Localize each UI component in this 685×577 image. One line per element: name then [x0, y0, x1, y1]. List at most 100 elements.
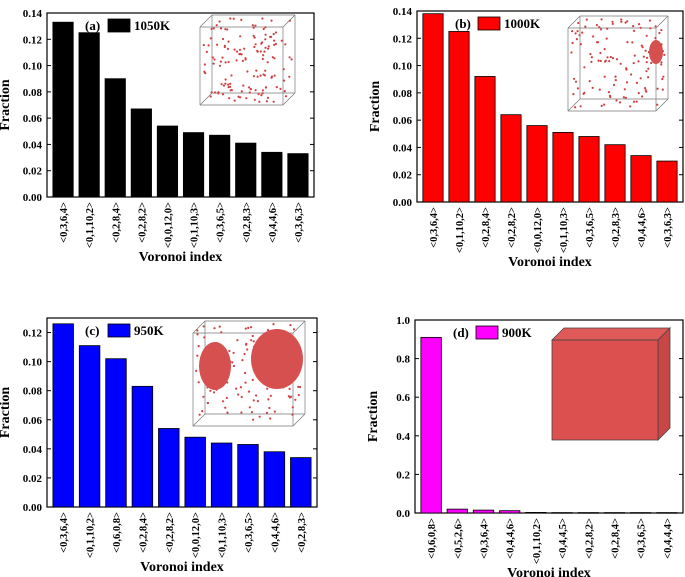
atom: [215, 24, 218, 27]
bar: [104, 78, 126, 198]
bar: [525, 512, 547, 514]
atom: [631, 41, 634, 44]
atom: [196, 329, 199, 332]
atom: [260, 94, 263, 97]
bar: [287, 153, 309, 198]
atom-cluster: [251, 329, 303, 389]
y-tick-label: 0.14: [393, 6, 413, 18]
atom: [197, 381, 200, 384]
bar: [158, 428, 180, 508]
atom: [198, 413, 201, 416]
legend-label: 950K: [134, 323, 165, 338]
bar: [603, 512, 626, 514]
bar: [448, 31, 470, 203]
atom: [262, 27, 265, 31]
atom: [252, 340, 255, 343]
atom: [265, 100, 268, 103]
bar: [630, 155, 652, 203]
atom: [291, 413, 294, 416]
x-tick-label: <0,1,10,3>: [190, 202, 201, 248]
x-tick-label: <0,1,10,2>: [455, 207, 466, 253]
atom: [590, 60, 593, 64]
atom: [585, 18, 588, 21]
atom: [196, 333, 199, 336]
inset-cube-edge: [567, 15, 581, 29]
atom: [592, 35, 595, 38]
x-axis-label: Voronoi index: [140, 560, 224, 575]
bar: [131, 385, 154, 508]
x-tick-label: <0,2,8,4>: [611, 518, 622, 559]
atom: [221, 93, 225, 96]
y-tick-label: 0.00: [393, 197, 413, 209]
atom: [623, 88, 626, 91]
atom: [288, 75, 291, 78]
atom: [259, 74, 262, 77]
atom: [572, 93, 575, 96]
atom: [641, 46, 644, 49]
atom: [638, 23, 641, 26]
atom: [264, 69, 267, 72]
atom: [250, 411, 253, 414]
y-tick-label: 0.12: [23, 34, 43, 46]
atom: [210, 27, 213, 31]
atom: [224, 28, 227, 31]
atom: [645, 61, 648, 64]
atom: [656, 103, 659, 106]
atom: [618, 101, 622, 104]
atom: [273, 410, 276, 413]
atom: [254, 43, 257, 46]
atom: [235, 387, 238, 390]
inset-cube-top: [551, 327, 671, 341]
atom: [247, 326, 250, 329]
y-tick-label: 0.4: [396, 431, 410, 443]
y-tick-label: 0.04: [393, 142, 413, 154]
atom: [240, 90, 243, 93]
atom: [243, 352, 246, 356]
bar: [472, 509, 495, 514]
y-tick-label: 0.8: [396, 354, 410, 366]
atom: [604, 59, 607, 62]
x-tick-label: <0,2,8,4>: [481, 207, 492, 248]
atom: [599, 51, 602, 55]
atom: [645, 70, 648, 73]
atom: [625, 81, 629, 84]
bar: [182, 132, 205, 198]
atom: [244, 381, 247, 384]
atom: [605, 37, 608, 40]
y-tick-label: 0.14: [23, 8, 43, 20]
atom: [267, 398, 270, 401]
atom: [649, 27, 652, 30]
atom: [271, 56, 274, 59]
x-axis-label: Voronoi index: [139, 250, 223, 265]
bar: [578, 136, 600, 203]
bar: [656, 160, 678, 203]
atom: [292, 328, 296, 331]
atom: [635, 81, 639, 84]
atom: [663, 53, 666, 57]
atom: [577, 21, 580, 25]
atom: [252, 418, 255, 421]
atom: [648, 19, 652, 22]
atom: [579, 105, 582, 108]
atom: [244, 327, 247, 330]
atom: [274, 31, 278, 34]
atom: [588, 80, 591, 83]
atom: [288, 19, 291, 22]
atom: [574, 80, 578, 83]
atom: [591, 86, 594, 89]
atom: [223, 45, 226, 49]
atom: [607, 91, 611, 94]
atom: [264, 26, 267, 29]
atom: [644, 87, 647, 90]
atom: [263, 50, 266, 53]
atom: [269, 417, 272, 420]
x-tick-label: <0,0,12,0>: [191, 512, 202, 558]
x-tick-label: <0,6,0,8>: [112, 512, 123, 553]
atom: [253, 45, 256, 49]
atom: [224, 61, 227, 64]
atom: [603, 48, 606, 51]
atom: [615, 99, 618, 102]
atom: [209, 389, 212, 392]
atom: [245, 97, 248, 100]
atom: [240, 411, 243, 414]
